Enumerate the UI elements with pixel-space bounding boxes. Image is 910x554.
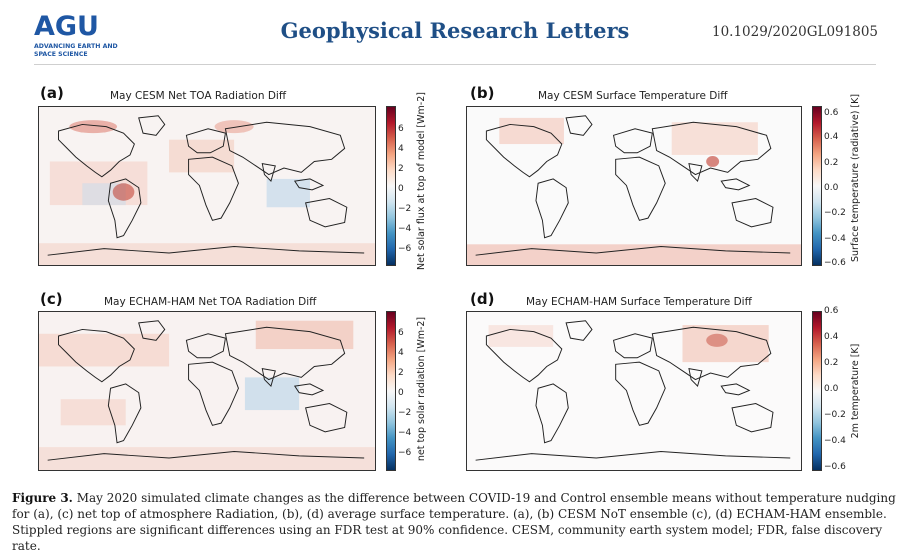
agu-logo-mark: AGU [34,11,99,42]
panel-c-label: (c) [40,290,63,308]
panel-b-world-map [467,107,801,265]
panel-c-tick: −4 [398,428,412,438]
panel-b-map [466,106,802,266]
panel-d-colorbar-label: 2m temperature [K] [850,343,861,439]
panel-c-tick: 6 [398,328,404,338]
panel-a-tick: 0 [398,184,404,194]
panel-a-title: May CESM Net TOA Radiation Diff [110,90,287,102]
panel-d-tick: −0.2 [824,410,846,420]
figure-caption: Figure 3. May 2020 simulated climate cha… [12,490,898,554]
panel-d-title: May ECHAM-HAM Surface Temperature Diff [526,296,752,308]
panel-a-tick: −6 [398,244,412,254]
panel-d-tick: 0.2 [824,358,839,368]
figure-caption-text: May 2020 simulated climate changes as th… [12,491,896,553]
panel-c-tick: 2 [398,368,404,378]
panel-a-tick: 2 [398,164,404,174]
panel-b-tick: 0.6 [824,108,839,118]
panel-a-tick: −2 [398,204,412,214]
panel-d-colorbar [812,311,822,471]
panel-d-map [466,311,802,471]
figure-caption-lead: Figure 3. [12,491,73,505]
panel-a-colorbar [386,106,396,266]
panel-d-tick: 0.0 [824,384,839,394]
panel-a-colorbar-label: Net solar flux at top of model [Wm-2] [416,92,427,270]
panel-d-tick: −0.4 [824,436,846,446]
panel-c-tick: 4 [398,348,404,358]
journal-title: Geophysical Research Letters [280,18,630,43]
agu-logo: AGU ADVANCING EARTH AND SPACE SCIENCE [34,11,118,58]
panel-b-colorbar-label: Surface temperature (radiative) [K] [850,93,861,262]
panel-c-tick: −6 [398,448,412,458]
panel-b-tick: 0.0 [824,183,839,193]
panel-b-tick: −0.2 [824,208,846,218]
header-divider [34,64,876,65]
panel-c-map [38,311,376,471]
panel-c-title: May ECHAM-HAM Net TOA Radiation Diff [104,296,317,308]
panel-c-world-map [39,312,375,470]
agu-logo-tagline: ADVANCING EARTH AND SPACE SCIENCE [34,43,118,58]
panel-b-tick: −0.6 [824,258,846,268]
panel-a-tick: 4 [398,144,404,154]
panel-b-title: May CESM Surface Temperature Diff [538,90,728,102]
panel-b-tick: 0.2 [824,158,839,168]
panel-b-label: (b) [470,84,495,102]
panel-d-tick: 0.6 [824,306,839,316]
panel-b-tick: −0.4 [824,234,846,244]
panel-a-label: (a) [40,84,64,102]
panel-c-colorbar [386,311,396,471]
panel-c-colorbar-label: net top solar radiation [Wm-2] [416,316,427,462]
doi: 10.1029/2020GL091805 [711,24,878,40]
panel-a-map [38,106,376,266]
panel-d-tick: −0.6 [824,462,846,472]
panel-b-tick: 0.4 [824,132,839,142]
panel-d-tick: 0.4 [824,332,839,342]
panel-a-world-map [39,107,375,265]
panel-d-world-map [467,312,801,470]
panel-a-tick: −4 [398,224,412,234]
panel-a-tick: 6 [398,124,404,134]
panel-b-colorbar [812,106,822,266]
panel-d-label: (d) [470,290,495,308]
panel-c-tick: 0 [398,388,404,398]
panel-c-tick: −2 [398,408,412,418]
